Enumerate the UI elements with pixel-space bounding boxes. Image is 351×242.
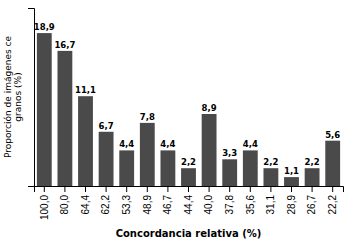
x-tick-label: 28,9 [286, 195, 297, 215]
x-tick-label: 48,9 [142, 195, 153, 215]
x-tick: 64,4 [80, 186, 91, 214]
x-tick-mark [167, 186, 168, 192]
x-tick: 35,6 [245, 186, 256, 214]
data-label: 3,3 [222, 148, 237, 158]
data-label: 6,7 [99, 121, 114, 131]
bars [37, 33, 340, 186]
x-tick: 26,7 [306, 186, 317, 214]
data-label: 2,2 [181, 157, 196, 167]
bar [181, 168, 196, 186]
data-label: 16,7 [54, 40, 75, 50]
x-tick-mark [44, 186, 45, 192]
x-tick-label: 44,4 [183, 195, 194, 215]
x-tick-mark [147, 186, 148, 192]
data-label: 4,4 [119, 139, 134, 149]
bar [160, 150, 175, 186]
x-tick-mark [106, 186, 107, 192]
x-tick: 53,3 [121, 186, 132, 214]
data-label: 1,1 [284, 166, 299, 176]
y-label-line: granos (%) [13, 72, 23, 121]
x-tick-label: 31,1 [265, 195, 276, 215]
x-tick: 100,0 [39, 186, 50, 220]
y-axis-line [28, 9, 35, 187]
x-tick: 40,0 [203, 186, 214, 214]
x-tick-mark [229, 186, 230, 192]
x-tick: 80,0 [59, 186, 70, 214]
x-tick-mark [64, 186, 65, 192]
x-tick-label: 40,0 [203, 195, 214, 215]
data-label: 18,9 [34, 22, 55, 32]
bar [243, 150, 258, 186]
x-tick-label: 46,7 [162, 195, 173, 215]
x-tick-label: 22,2 [327, 195, 338, 215]
bar [202, 114, 217, 186]
y-label: Proporción de imágenes cegranos (%) [3, 36, 23, 158]
bar [140, 123, 155, 186]
x-tick-label: 62,2 [100, 195, 111, 215]
x-tick-label: 37,8 [224, 195, 235, 215]
x-tick-label: 64,4 [80, 195, 91, 215]
data-label: 2,2 [305, 157, 320, 167]
bar [57, 51, 72, 186]
bar [37, 33, 52, 186]
x-tick-mark [85, 186, 86, 192]
x-tick-mark [312, 186, 313, 192]
x-tick-label: 80,0 [59, 195, 70, 215]
plot: 100,0 80,0 64,4 62,2 53,3 48,9 46,7 44,4 40,0 37,… [28, 9, 344, 221]
x-axis-line [35, 187, 344, 193]
chart: 100,0 80,0 64,4 62,2 53,3 48,9 46,7 44,4 40,0 37,… [0, 0, 351, 242]
x-tick-mark [126, 186, 127, 192]
x-label: Concordancia relativa (%) [116, 228, 262, 239]
data-label: 11,1 [75, 85, 96, 95]
x-tick-mark [250, 186, 251, 192]
bar [305, 168, 320, 186]
x-tick-mark [209, 186, 210, 192]
x-tick: 37,8 [224, 186, 235, 214]
x-tick: 31,1 [265, 186, 276, 214]
y-axis [28, 9, 35, 187]
x-tick-mark [332, 186, 333, 192]
bar [284, 177, 299, 186]
x-tick: 46,7 [162, 186, 173, 214]
x-tick-mark [188, 186, 189, 192]
data-label: 2,2 [263, 157, 278, 167]
bar [325, 141, 340, 186]
bar [222, 159, 237, 186]
x-tick-label: 35,6 [245, 195, 256, 215]
data-label: 4,4 [160, 139, 175, 149]
x-tick: 48,9 [142, 186, 153, 214]
bar [78, 96, 93, 186]
x-tick-label: 53,3 [121, 195, 132, 215]
data-label: 7,8 [140, 112, 155, 122]
x-tick: 22,2 [327, 186, 338, 214]
x-axis: 100,0 80,0 64,4 62,2 53,3 48,9 46,7 44,4 40,0 37,… [35, 186, 344, 220]
x-tick-label: 100,0 [39, 195, 50, 220]
x-tick-mark [270, 186, 271, 192]
bar [263, 168, 278, 186]
x-tick-mark [291, 186, 292, 192]
bar [119, 150, 134, 186]
x-tick-label: 26,7 [306, 195, 317, 215]
x-tick: 44,4 [183, 186, 194, 214]
data-labels: 18,9 16,7 11,1 6,7 4,4 7,8 4,4 2,2 8,9 3,3 4,4 2,2 1… [34, 22, 341, 176]
bar [99, 132, 114, 186]
x-tick: 28,9 [286, 186, 297, 214]
y-label-line: Proporción de imágenes ce [3, 36, 13, 158]
data-label: 5,6 [325, 130, 340, 140]
data-label: 4,4 [243, 139, 258, 149]
data-label: 8,9 [202, 103, 217, 113]
x-tick: 62,2 [100, 186, 111, 214]
